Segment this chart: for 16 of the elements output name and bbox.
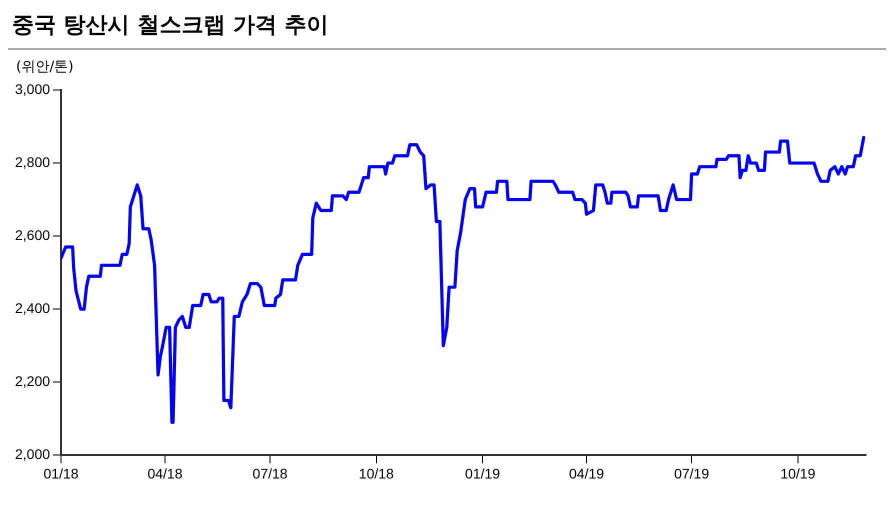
- y-tick-label: 3,000: [14, 80, 50, 97]
- x-tick-label: 07/18: [252, 465, 288, 482]
- y-tick-label: 2,400: [14, 300, 50, 316]
- chart-title: 중국 탕산시 철스크랩 가격 추이: [8, 8, 886, 50]
- y-tick-label: 2,600: [14, 226, 50, 243]
- x-tick-label: 10/18: [358, 465, 394, 482]
- x-tick-label: 04/19: [568, 465, 604, 482]
- x-tick-label: 01/19: [465, 465, 500, 482]
- x-tick-label: 01/18: [44, 465, 79, 482]
- x-tick-label: 07/19: [674, 465, 710, 482]
- y-tick-label: 2,000: [14, 446, 50, 462]
- x-tick-label: 10/19: [780, 465, 816, 482]
- x-tick-label: 04/18: [147, 465, 183, 482]
- y-tick-label: 2,800: [14, 154, 50, 170]
- y-axis-title: (위안/톤): [16, 58, 74, 76]
- y-tick-label: 2,200: [14, 373, 50, 390]
